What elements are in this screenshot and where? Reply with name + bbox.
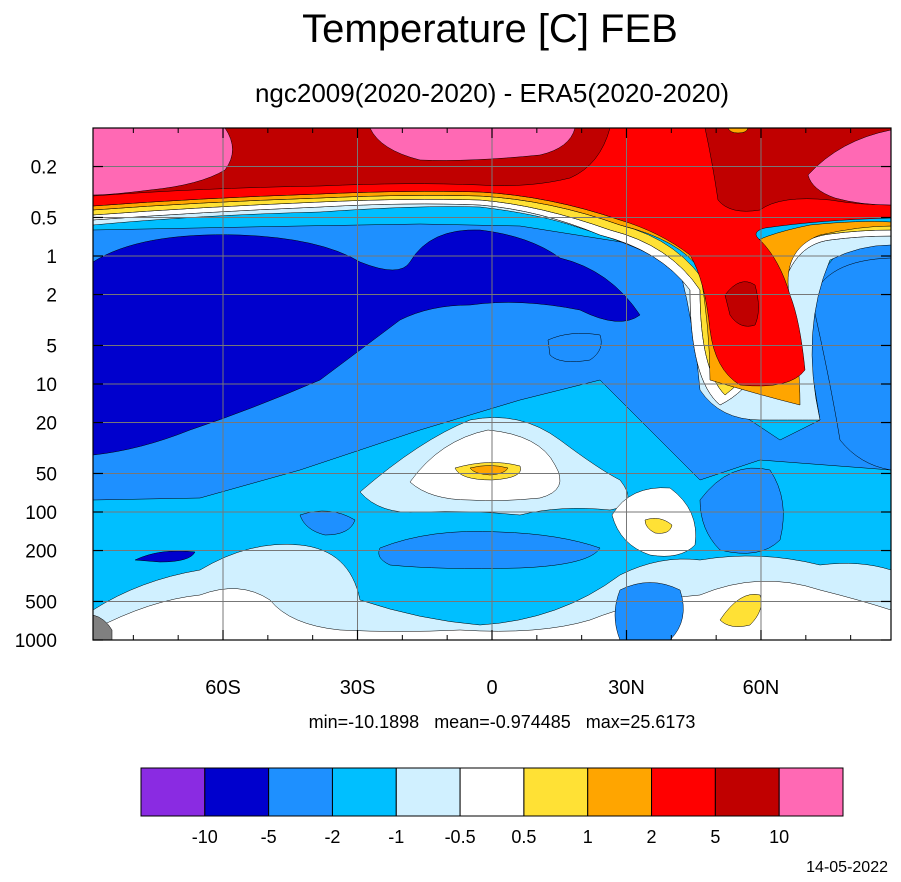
x-tick-label: 30S (340, 677, 376, 699)
region-blue-cell-2 (614, 582, 684, 640)
chart-title: Temperature [C] FEB (302, 7, 678, 51)
colorbar-label: 0.5 (511, 827, 536, 847)
region-dark-red-blob (724, 281, 759, 327)
x-tick-label: 60N (743, 677, 780, 699)
y-tick-label: 500 (25, 592, 57, 613)
colorbar-label: 5 (710, 827, 720, 847)
colorbar-label: -5 (261, 827, 277, 847)
colorbar-swatch (140, 767, 206, 817)
x-tick-label: 0 (486, 677, 497, 699)
y-axis: 0.2 0.5 1 2 5 10 20 50 100 200 500 1000 (15, 158, 891, 652)
region-pink-left (93, 128, 233, 196)
y-tick-label: 5 (46, 336, 57, 357)
region-blue-high-nh (811, 257, 891, 471)
region-orange-cell (727, 128, 749, 134)
y-tick-label: 50 (36, 464, 57, 485)
stats-label: min=-10.1898 mean=-0.974485 max=25.6173 (309, 712, 696, 732)
y-tick-label: 0.2 (31, 158, 57, 179)
colorbar-swatch (459, 767, 525, 817)
colorbar-label: -2 (324, 827, 340, 847)
region-blue-cell-3 (699, 467, 784, 554)
grid-lines (93, 128, 891, 640)
colorbar-swatch (268, 767, 333, 817)
x-tick-label: 30N (608, 677, 645, 699)
region-navy-2 (134, 550, 196, 563)
y-tick-label: 200 (25, 542, 57, 563)
region-pink-right (807, 129, 891, 206)
colorbar-swatch (587, 767, 653, 817)
colorbar-swatch (395, 767, 461, 817)
colorbar-label: -10 (192, 827, 218, 847)
y-tick-label: 20 (36, 414, 57, 435)
region-blue-cell-4 (299, 510, 356, 536)
region-yellow-2 (644, 518, 673, 534)
chart-subtitle: ngc2009(2020-2020) - ERA5(2020-2020) (255, 78, 729, 108)
colorbar-swatch (651, 767, 716, 817)
x-axis: 60S 30S 0 30N 60N (132, 128, 852, 699)
y-tick-label: 1000 (15, 631, 57, 652)
date-label: 14-05-2022 (806, 859, 888, 876)
y-tick-label: 100 (25, 503, 57, 524)
colorbar-swatch (523, 767, 589, 817)
region-pink-center (369, 128, 576, 161)
y-tick-label: 1 (46, 247, 57, 268)
region-orange-eq (469, 465, 509, 476)
region-white-2 (93, 580, 891, 640)
colorbar-label: -0.5 (445, 827, 476, 847)
colorbar-label: 10 (769, 827, 789, 847)
region-yellow-3 (719, 594, 762, 627)
y-tick-label: 10 (36, 375, 57, 396)
region-red (93, 128, 891, 387)
colorbar-label: -1 (388, 827, 404, 847)
colorbar-label: 1 (583, 827, 593, 847)
y-tick-label: 0.5 (31, 208, 57, 229)
colorbar: -10 -5 -2 -1 -0.5 0.5 1 2 5 10 (140, 767, 844, 847)
colorbar-swatch (714, 767, 780, 817)
y-tick-label: 2 (46, 286, 57, 307)
colorbar-swatch (331, 767, 397, 817)
colorbar-swatch (204, 767, 270, 817)
region-navy (93, 229, 641, 456)
colorbar-label: 2 (647, 827, 657, 847)
colorbar-swatch (778, 767, 844, 817)
x-tick-label: 60S (205, 677, 241, 699)
region-blue-mid (378, 531, 601, 569)
region-blue-tropic (547, 333, 602, 362)
